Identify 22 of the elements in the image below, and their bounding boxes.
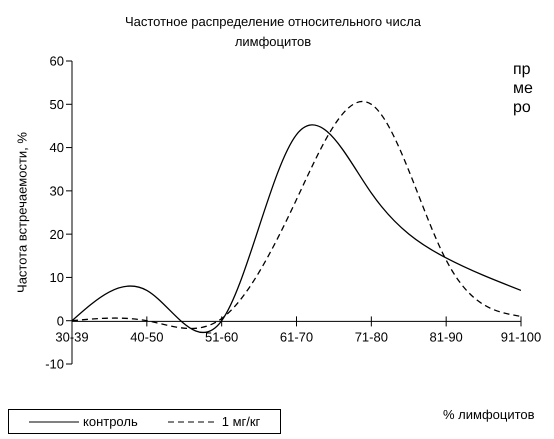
x-axis-title: % лимфоцитов: [443, 407, 535, 422]
y-tick-label: -10: [45, 356, 64, 372]
y-tick-label: 0: [56, 313, 64, 328]
x-tick-label: 81-90: [430, 329, 463, 344]
annotation: ро: [513, 98, 532, 117]
chart-title: Частотное распределение относительного числа лимфоцитов: [124, 13, 422, 51]
x-tick-label: 91-100: [500, 329, 542, 344]
annotation: пр: [513, 60, 532, 79]
y-tick-label: 30: [50, 183, 64, 198]
y-tick-label: 10: [50, 270, 64, 286]
x-tick-label: 40-50: [130, 329, 164, 344]
y-tick-label: 50: [50, 96, 64, 112]
x-tick-label: 71-80: [354, 329, 388, 344]
y-axis-title: Частота встречаемости, %: [14, 132, 30, 293]
y-tick-label: 60: [50, 54, 64, 69]
legend-label: контроль: [83, 414, 138, 429]
y-tick-label: 40: [50, 140, 64, 156]
y-tick-label: 20: [50, 226, 64, 242]
legend-label: 1 мг/кг: [222, 414, 260, 429]
x-tick-label: 61-70: [280, 329, 314, 344]
annotation: ме: [513, 79, 533, 98]
x-tick-label: 51-60: [205, 329, 238, 344]
